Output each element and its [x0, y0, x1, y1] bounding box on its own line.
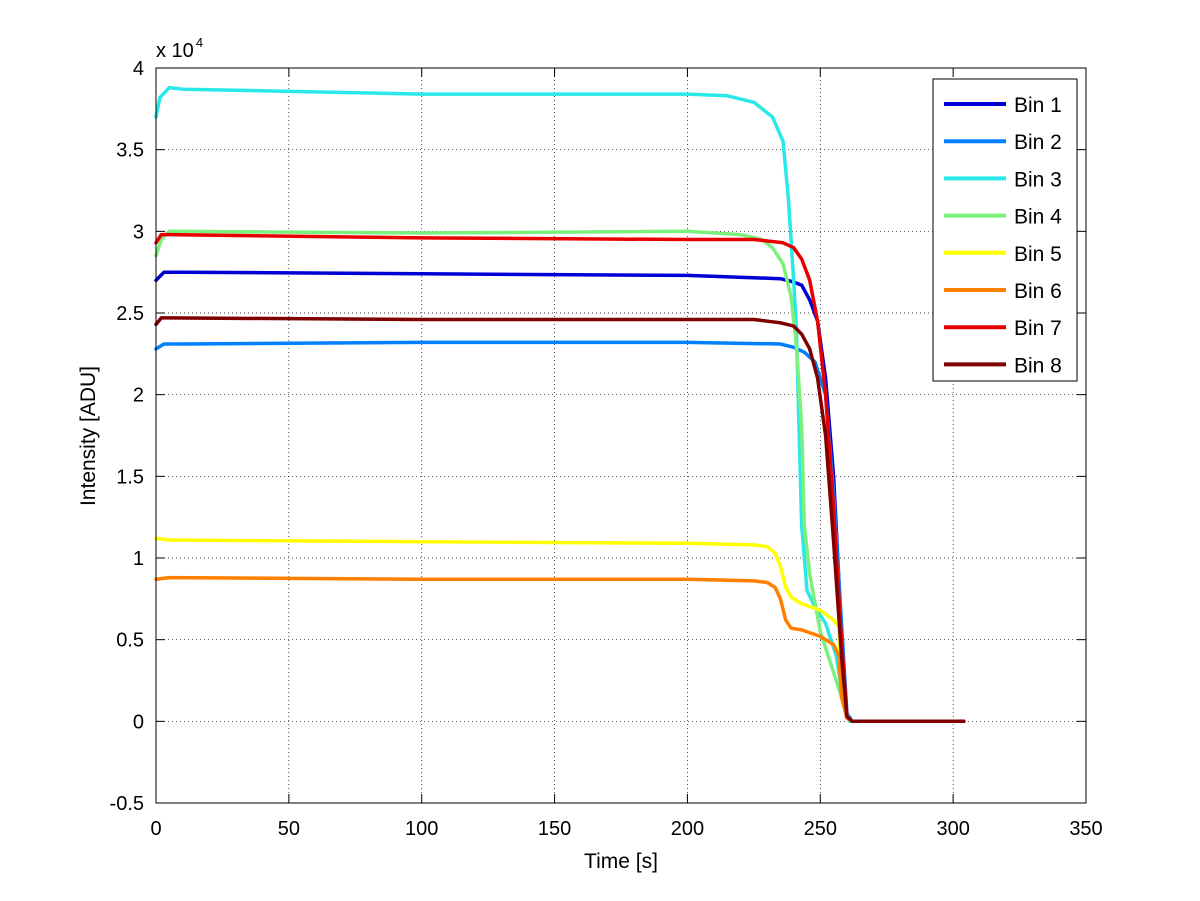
y-tick-label: 4	[133, 58, 144, 80]
legend-label-bin-2: Bin 2	[1014, 131, 1062, 154]
x-tick-label: 0	[150, 818, 161, 840]
y-tick-labels: -0.5 0 0.5 1 1.5 2 2.5 3 3.5 4	[110, 58, 144, 815]
x-axis-title: Time [s]	[584, 850, 658, 873]
axes-box	[155, 67, 1087, 804]
y-tick-label: 0	[133, 711, 144, 733]
y-tick-label: 2.5	[116, 303, 144, 325]
y-axis-title: Intensity [ADU]	[77, 366, 100, 506]
legend-label-bin-7: Bin 7	[1014, 317, 1062, 340]
y-tick-label: 1	[133, 548, 144, 570]
legend-label-bin-6: Bin 6	[1014, 280, 1062, 303]
legend-label-bin-4: Bin 4	[1014, 206, 1062, 229]
x-tick-label: 50	[278, 818, 300, 840]
y-tick-label: -0.5	[110, 793, 144, 815]
y-multiplier: x 10 4	[156, 35, 203, 62]
y-tick-label: 1.5	[116, 466, 144, 488]
x-tick-labels: 0 50 100 150 200 250 300 350	[150, 818, 1102, 840]
x-tick-label: 250	[804, 818, 837, 840]
x-tick-label: 200	[671, 818, 704, 840]
x-tick-label: 100	[405, 818, 438, 840]
y-tick-label: 0.5	[116, 630, 144, 652]
legend-label-bin-5: Bin 5	[1014, 243, 1062, 266]
x-tick-label: 350	[1069, 818, 1102, 840]
legend-label-bin-1: Bin 1	[1014, 94, 1062, 117]
plot-area	[156, 68, 1086, 803]
legend-box	[932, 78, 1078, 382]
series-line-bin-8	[154, 316, 966, 724]
y-tick-label: 2	[133, 385, 144, 407]
legend-label-bin-8: Bin 8	[1014, 354, 1062, 377]
legend: Bin 1 Bin 2 Bin 3 Bin 4 Bin 5 Bin 6 Bin 7 Bin 8	[932, 78, 1078, 382]
y-tick-label: 3	[133, 221, 144, 243]
series-lines	[154, 85, 966, 724]
x-tick-label: 300	[936, 818, 969, 840]
x-tick-label: 150	[538, 818, 571, 840]
legend-label-bin-3: Bin 3	[1014, 168, 1062, 191]
y-tick-label: 3.5	[116, 140, 144, 162]
axis-ticks	[155, 67, 1087, 804]
